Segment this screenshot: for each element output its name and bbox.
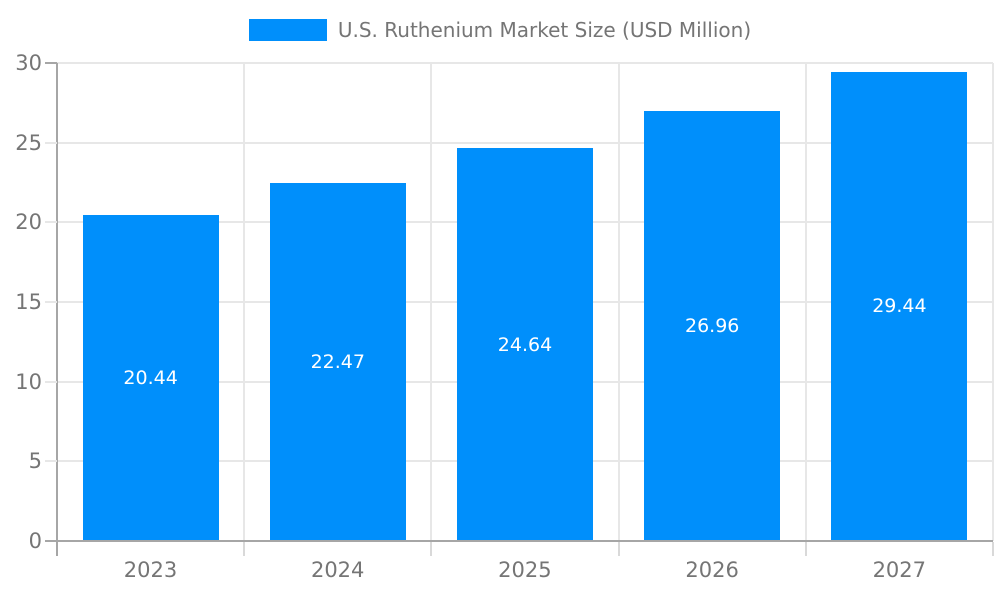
x-axis-label: 2025 [498,558,552,582]
y-axis-tick [45,460,57,463]
x-axis-tick [243,542,246,556]
y-axis-label: 20 [15,210,42,235]
y-axis-label: 10 [15,369,42,394]
bar-value-label: 26.96 [684,315,740,338]
gridline-vertical [804,63,807,541]
x-axis-label: 2026 [685,558,739,582]
x-axis-tick [430,542,433,556]
x-axis-tick [617,542,620,556]
x-axis-tick [992,542,994,556]
x-axis-label: 2024 [310,558,365,582]
y-axis-tick [45,62,57,64]
y-axis-label: 15 [15,290,42,314]
gridline-horizontal [57,62,993,64]
gridline-vertical [243,63,246,541]
bar-2026[interactable]: 26.96 [644,111,781,541]
legend[interactable]: U.S. Ruthenium Market Size (USD Million) [0,18,1000,42]
y-axis-label: 25 [15,130,42,155]
y-axis-line [56,63,58,556]
gridline-horizontal [57,141,993,144]
bar-2023[interactable]: 20.44 [82,215,219,541]
y-axis-tick [45,141,57,144]
legend-marker [248,19,327,41]
x-axis-line [45,540,993,542]
x-axis-label: 2027 [872,558,927,582]
bar-value-label: 29.44 [872,295,927,318]
legend-label: U.S. Ruthenium Market Size (USD Million) [337,18,752,42]
gridline-vertical [617,63,620,541]
bar-2027[interactable]: 29.44 [831,71,968,541]
bar-value-label: 20.44 [123,367,178,390]
gridline-vertical [430,63,433,541]
bar-value-label: 24.64 [497,333,553,356]
y-axis-label: 0 [28,529,42,553]
y-axis-tick [45,301,57,303]
x-axis-label: 2023 [123,558,178,582]
x-axis-tick [804,542,807,556]
bar-2025[interactable]: 24.64 [457,148,593,541]
y-axis-tick [45,380,57,383]
y-axis-tick [45,221,57,224]
y-axis-label: 30 [15,51,42,75]
x-axis-tick [56,542,58,556]
bar-value-label: 22.47 [310,350,365,373]
y-axis-tick [45,540,57,542]
gridline-vertical [992,63,994,541]
y-axis-label: 5 [28,449,42,474]
plot-area: 20.44 22.47 24.64 26.96 29.44 [57,62,994,541]
bar-2024[interactable]: 22.47 [269,182,406,541]
